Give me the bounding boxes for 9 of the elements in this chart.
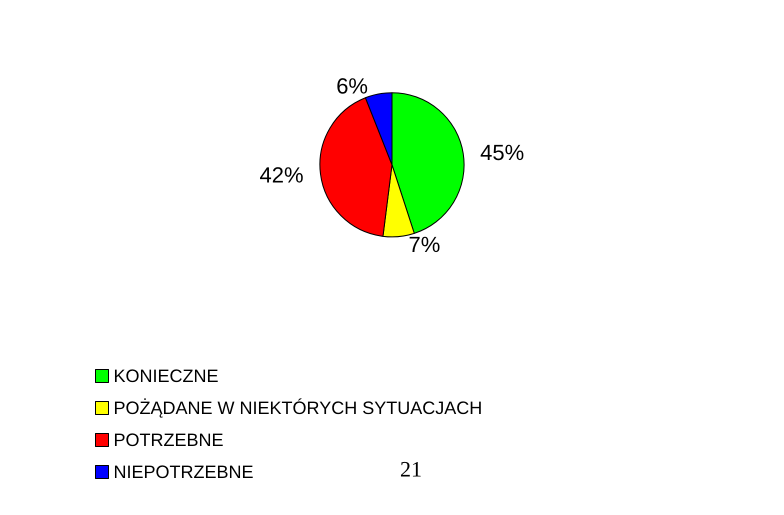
data-label: 6% xyxy=(336,74,368,99)
data-label: 45% xyxy=(480,140,524,165)
legend-label: POTRZEBNE xyxy=(114,430,224,450)
legend-label: POŻĄDANE W NIEKTÓRYCH SYTUACJACH xyxy=(114,398,482,418)
data-label: 7% xyxy=(408,232,440,258)
legend-label: KONIECZNE xyxy=(114,366,219,386)
legend-label: NIEPOTRZEBNE xyxy=(114,462,254,482)
text: 21 xyxy=(400,456,422,482)
data-label: 42% xyxy=(259,162,304,188)
